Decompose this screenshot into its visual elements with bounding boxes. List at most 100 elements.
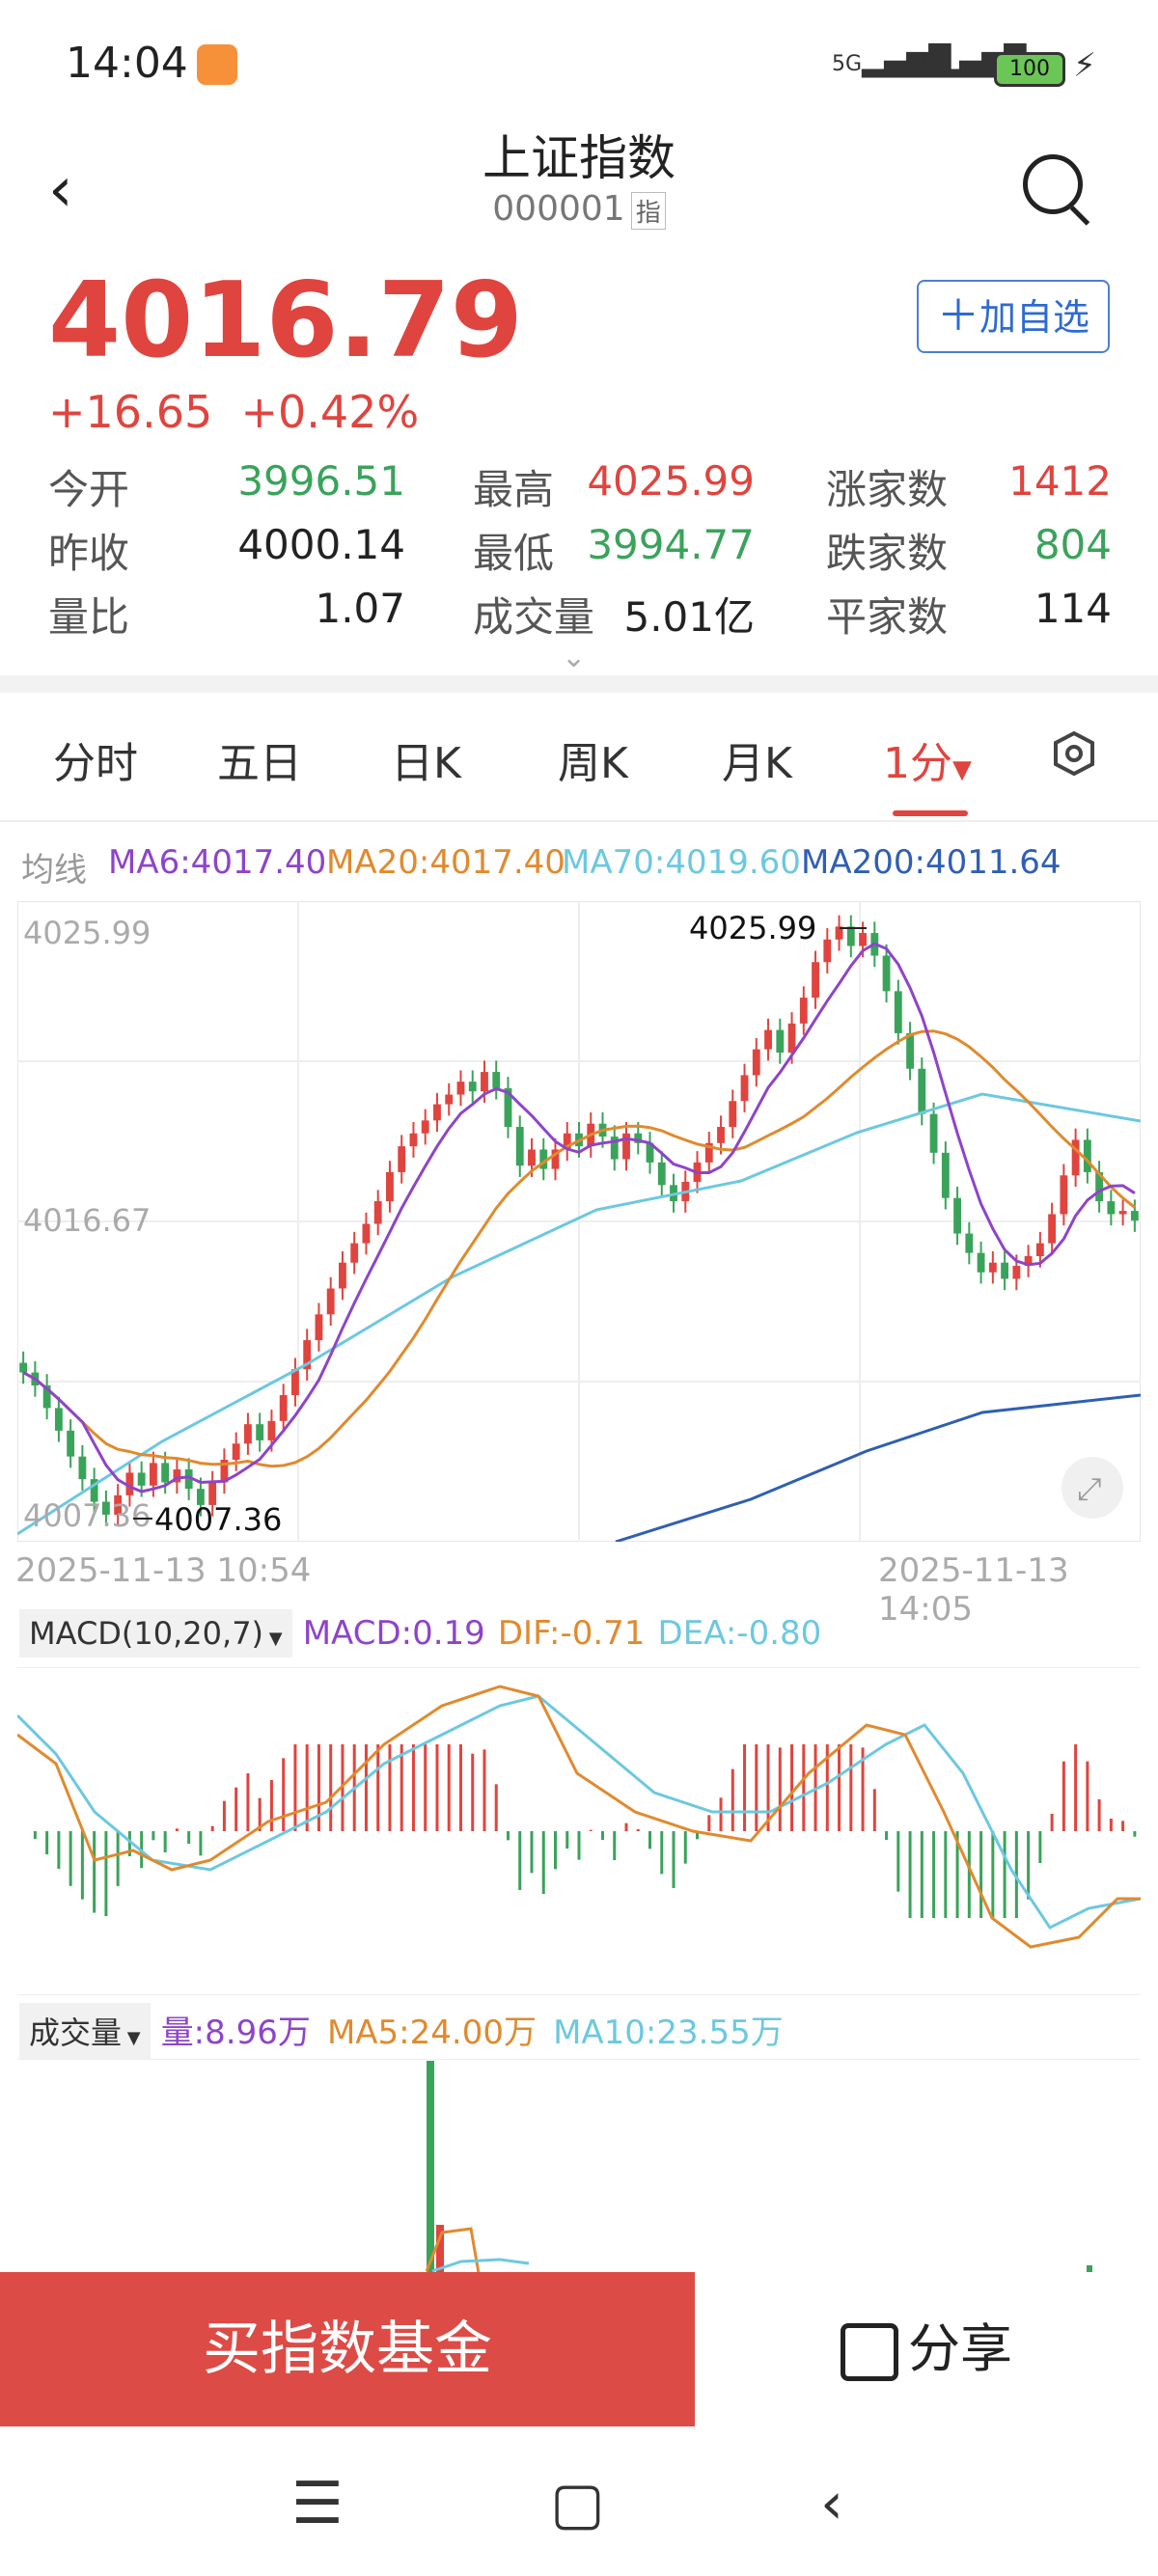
candle-body	[220, 1460, 229, 1483]
macd-bar	[33, 1831, 37, 1839]
candle-body	[279, 1395, 288, 1421]
candle-body	[1095, 1171, 1104, 1202]
candle-body	[78, 1456, 87, 1480]
macd-bar	[411, 1744, 415, 1831]
section-divider	[0, 675, 1158, 693]
signal-icon-1: 5G▂▄▆█	[832, 44, 951, 78]
macd-bar	[329, 1744, 333, 1831]
fullscreen-button[interactable]	[1062, 1457, 1123, 1519]
macd-bar	[885, 1831, 889, 1840]
back-nav-icon[interactable]: ‹	[820, 2470, 843, 2537]
stat-value: 3996.51	[237, 457, 405, 505]
volume-value: 量:8.96万	[160, 2014, 311, 2052]
dea-value: DEA:-0.80	[657, 1614, 822, 1653]
stat-high: 最高 4025.99	[473, 457, 755, 516]
ma200-legend: MA200:4011.64	[801, 843, 1062, 882]
candle-body	[764, 1029, 772, 1050]
candle-body	[1071, 1139, 1080, 1176]
candle-body	[54, 1408, 63, 1431]
macd-bar	[896, 1831, 900, 1892]
macd-bar	[707, 1815, 711, 1831]
ma-legend-label: 均线	[21, 851, 87, 890]
candle-body	[421, 1120, 429, 1134]
signal-label-1: 5G	[832, 52, 863, 76]
volume-ma10: MA10:23.55万	[553, 2014, 784, 2052]
tab-monthly-k[interactable]: 月K	[722, 739, 792, 788]
candle-body	[1107, 1201, 1116, 1215]
settings-icon[interactable]	[1052, 731, 1096, 776]
candle-body	[965, 1233, 974, 1253]
candle-body	[941, 1152, 950, 1198]
stat-label: 昨收	[48, 530, 130, 577]
tab-weekly-k[interactable]: 周K	[558, 739, 628, 788]
tab-intraday[interactable]: 分时	[53, 739, 138, 788]
y-label-high: 4025.99	[23, 915, 151, 951]
charging-icon: ⚡	[1073, 46, 1096, 85]
candle-body	[563, 1133, 571, 1150]
tab-daily-k[interactable]: 日K	[391, 739, 461, 788]
macd-bar	[838, 1744, 841, 1831]
macd-bar	[1014, 1831, 1018, 1918]
x-label-start: 2025-11-13 10:54	[15, 1551, 312, 1590]
candle-body	[846, 926, 855, 946]
candle-body	[433, 1104, 441, 1121]
candle-body	[740, 1075, 749, 1102]
macd-bar	[447, 1744, 451, 1831]
macd-selector[interactable]: MACD(10,20,7) ▼	[19, 1609, 292, 1658]
expand-chevron-icon[interactable]: ⌄	[562, 641, 587, 674]
expand-icon[interactable]: ⤢	[1077, 1470, 1102, 1507]
macd-bar	[305, 1744, 309, 1831]
volume-ma5: MA5:24.00万	[326, 2014, 537, 2052]
macd-bar	[541, 1831, 545, 1894]
candle-body	[303, 1340, 312, 1370]
candle-body	[362, 1223, 371, 1244]
stat-value: 5.01亿	[623, 593, 755, 641]
candle-body	[1048, 1214, 1057, 1244]
macd-bar	[1062, 1761, 1065, 1831]
macd-bar	[471, 1753, 475, 1831]
buy-index-fund-button[interactable]: 买指数基金	[0, 2272, 695, 2426]
candle-body	[339, 1262, 346, 1289]
macd-bar	[755, 1744, 758, 1831]
volume-chart[interactable]	[17, 2059, 1141, 2273]
candle-body	[646, 1142, 654, 1163]
macd-chart[interactable]	[17, 1667, 1141, 1995]
candle-body	[161, 1463, 170, 1483]
candle-body	[787, 1023, 796, 1053]
page-title: 上证指数	[482, 130, 676, 186]
candle-body	[232, 1443, 240, 1461]
low-marker-label: 4007.36	[154, 1501, 282, 1538]
candle-body	[977, 1252, 985, 1273]
macd-bar	[648, 1831, 652, 1850]
macd-bar	[199, 1831, 203, 1856]
candle-body	[114, 1494, 123, 1515]
stat-value: 4025.99	[587, 457, 755, 505]
candle-body	[882, 955, 891, 992]
share-button[interactable]: 分享	[695, 2272, 1158, 2426]
search-icon[interactable]	[1023, 154, 1083, 214]
home-icon[interactable]: ▢	[550, 2470, 605, 2537]
macd-bar	[400, 1744, 403, 1831]
stat-unchanged: 平家数 114	[826, 585, 1112, 644]
macd-bar	[683, 1831, 687, 1864]
macd-bar	[175, 1828, 179, 1831]
macd-bar	[932, 1831, 936, 1918]
macd-bar	[93, 1831, 96, 1913]
macd-bar	[1003, 1831, 1006, 1918]
ma70-legend: MA70:4019.60	[562, 843, 801, 882]
candlestick-chart[interactable]: 4025.99 4016.67 4007.36 4025.99 4007.36 …	[17, 901, 1141, 1542]
macd-bar	[872, 1789, 876, 1831]
tab-five-day[interactable]: 五日	[217, 739, 302, 788]
candle-body	[244, 1424, 252, 1444]
candle-body	[125, 1472, 134, 1495]
menu-icon[interactable]: ☰	[291, 2470, 344, 2537]
macd-bar	[766, 1744, 770, 1831]
plus-icon: ＋	[936, 291, 979, 341]
change-percent: +0.42%	[240, 386, 420, 438]
add-watchlist-button[interactable]: ＋加自选	[917, 280, 1110, 353]
tab-1min[interactable]: 1分▼	[883, 728, 972, 790]
dif-value: DIF:-0.71	[497, 1614, 646, 1653]
volume-selector[interactable]: 成交量 ▼	[19, 2003, 151, 2059]
back-icon[interactable]: ‹	[48, 154, 73, 226]
candle-body	[717, 1127, 725, 1143]
